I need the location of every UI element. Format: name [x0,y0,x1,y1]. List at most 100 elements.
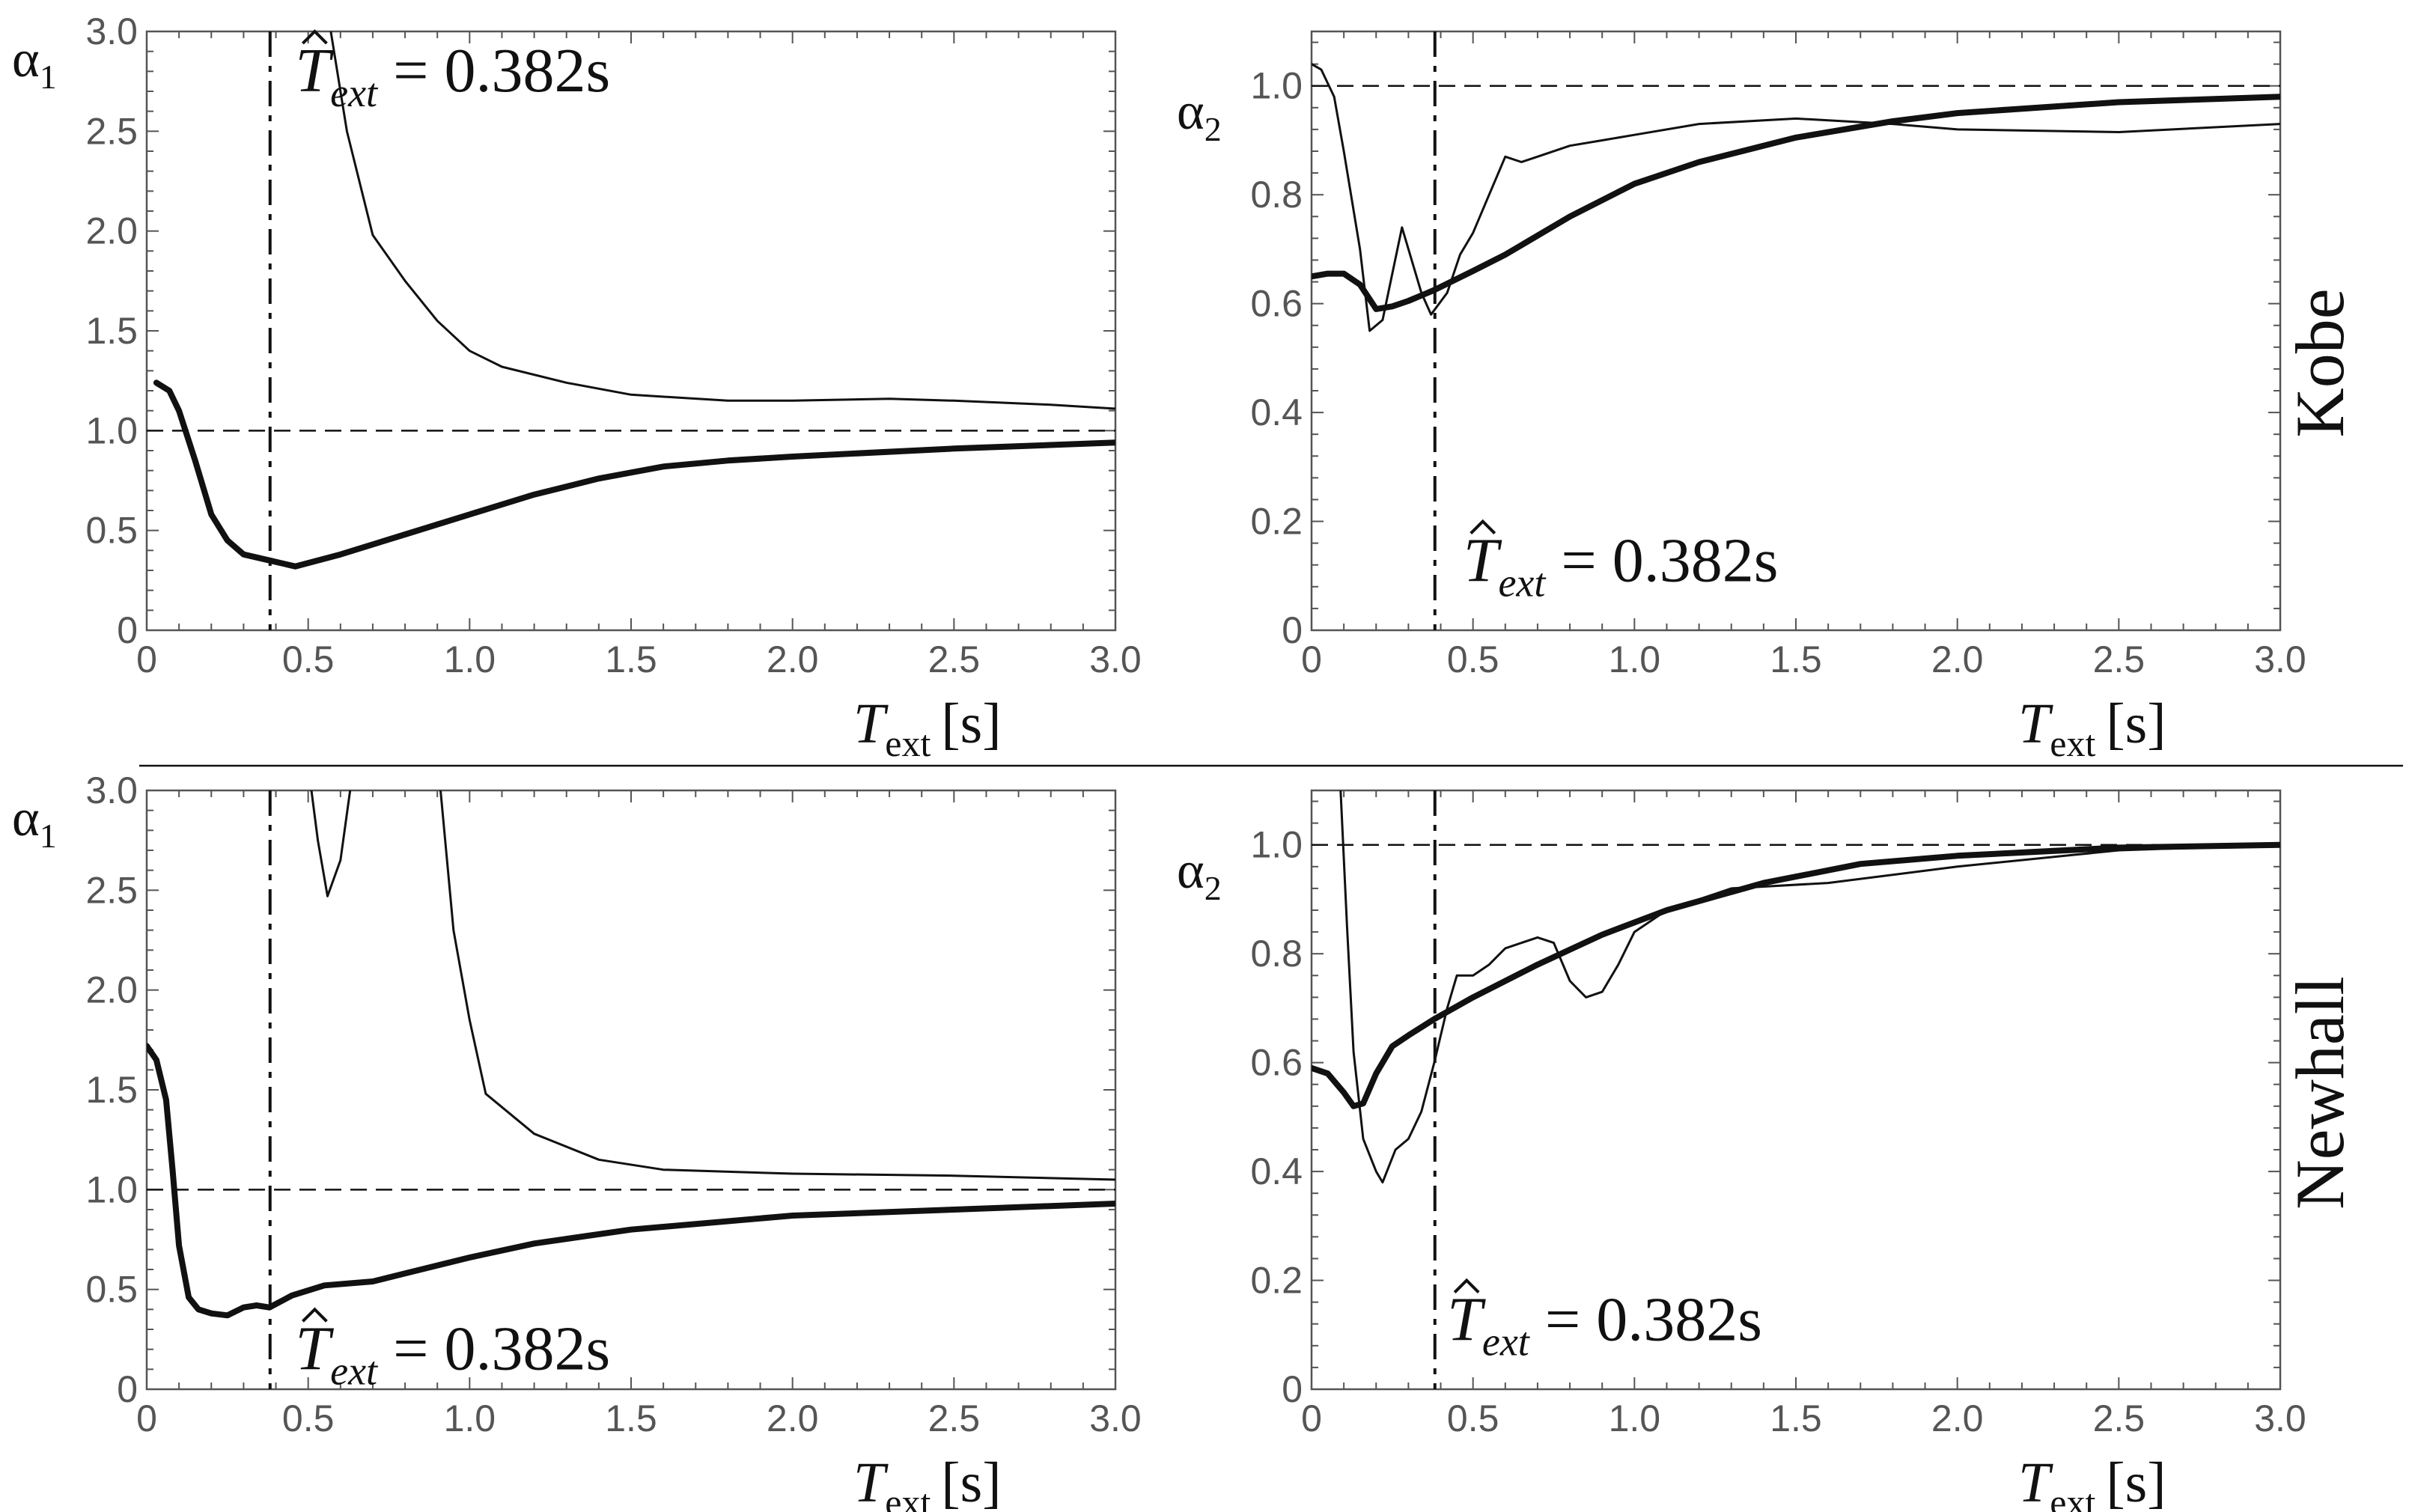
series-thin-right [439,790,1115,1181]
y-tick-label: 0.8 [1250,933,1303,975]
plot-area [147,31,1115,630]
annotation-hat [301,1307,328,1323]
x-tick-label: 2.0 [767,638,819,680]
x-tick-label: 2.5 [2093,1397,2145,1439]
x-tick-label: 2.0 [767,1397,819,1439]
plot-area [1312,31,2280,630]
panel-kobe-alpha2: 0 0.5 1.0 1.5 2.0 2.5 3.0 0 0.2 0.4 0.6 0.8 1.0 α2 Tex… [1177,30,2306,764]
y-axis-label: α2 [1177,842,1222,907]
y-axis-symbol: α [1177,842,1205,900]
y-tick-label: 0 [1282,1368,1303,1410]
y-tick-label: 0.8 [1250,174,1303,216]
x-tick-label: 3.0 [1089,638,1142,680]
panel-newhall-alpha2: 0 0.5 1.0 1.5 2.0 2.5 3.0 0 0.2 0.4 0.6 0.8 1.0 α2 Tex… [1177,789,2306,1512]
plot-area [1312,790,2280,1389]
row-label-kobe: Kobe [2282,288,2358,437]
y-axis-label: α1 [12,790,57,855]
x-tick-label: 3.0 [2254,638,2306,680]
annotation-symbol: T [295,36,334,106]
x-axis-unit: [s] [941,1451,1001,1512]
x-axis-symbol: T [853,692,889,755]
x-tick-label: 0.5 [1447,638,1499,680]
y-tick-label: 1.5 [85,1069,138,1111]
annotation-symbol: T [1464,526,1502,596]
x-tick-label: 0 [1301,1397,1322,1439]
x-axis-subscript: ext [2050,1481,2095,1512]
annotation-value: = 0.382s [1545,526,1778,596]
panel-kobe-alpha1: 0 0.5 1.0 1.5 2.0 2.5 3.0 0 0.5 1.0 1.5 2.0 2.5 3.0 α1… [12,10,1142,764]
y-tick-label: 0.2 [1250,1260,1303,1302]
annotation-subscript: ext [330,1348,379,1393]
x-tick-label: 0.5 [282,638,335,680]
x-axis-label: Text [s] [2018,1451,2166,1512]
y-tick-label: 1.0 [1250,824,1303,866]
x-tick-label: 2.5 [2093,638,2145,680]
annotation-hat [1470,519,1496,534]
annotation-value: = 0.382s [1529,1285,1762,1355]
x-tick-label: 1.0 [1609,638,1661,680]
x-tick-label: 2.5 [928,1397,981,1439]
plot-frame [145,30,1117,632]
plot-frame [1310,30,2282,632]
y-tick-label: 1.0 [1250,65,1303,107]
x-tick-label: 0.5 [282,1397,335,1439]
x-axis-subscript: ext [885,1481,931,1512]
row-label-newhall: Newhall [2282,976,2358,1210]
x-axis-label: Text [s] [853,692,1002,764]
y-axis-subscript: 1 [40,817,57,855]
y-axis-subscript: 1 [40,58,57,96]
x-tick-label: 1.0 [1609,1397,1661,1439]
y-tick-label: 0.4 [1250,391,1303,433]
x-tick-label: 1.5 [605,1397,657,1439]
x-tick-label: 1.5 [1770,638,1822,680]
x-axis-unit: [s] [941,692,1001,755]
x-tick-label: 3.0 [2254,1397,2306,1439]
y-tick-label: 0.4 [1250,1150,1303,1192]
x-tick-label: 2.0 [1931,1397,1984,1439]
annotation-symbol: T [1447,1285,1486,1355]
x-axis-unit: [s] [2106,692,2166,755]
y-axis-label: α1 [12,31,57,96]
plot-area [147,790,1115,1389]
series-thin [329,31,1115,410]
y-tick-label: 2.0 [85,969,138,1011]
x-tick-label: 0 [136,1397,157,1439]
y-tick-label: 0 [117,1368,138,1410]
x-tick-label: 3.0 [1089,1397,1142,1439]
x-tick-label: 2.5 [928,638,981,680]
y-axis-subscript: 2 [1205,110,1222,148]
x-axis-subscript: ext [885,722,931,764]
annotation-label: Text = 0.382s [1464,526,1779,606]
series-thick [1312,841,2280,1109]
annotation-value: = 0.382s [377,1314,610,1383]
y-tick-label: 0.5 [85,510,138,552]
plot-frame [145,789,1117,1391]
x-tick-label: 1.5 [605,638,657,680]
annotation-subscript: ext [1482,1320,1531,1365]
x-axis-label: Text [s] [2018,692,2166,764]
annotation-hat [1453,1278,1480,1293]
x-tick-label: 0 [136,638,157,680]
annotation-subscript: ext [330,70,379,115]
x-axis-symbol: T [853,1451,889,1512]
y-axis-symbol: α [12,31,40,88]
y-tick-label: 2.5 [85,869,138,911]
x-tick-label: 0.5 [1447,1397,1499,1439]
x-axis-unit: [s] [2106,1451,2166,1512]
y-axis-label: α2 [1177,83,1222,148]
series-thin [1312,63,2280,332]
y-tick-label: 2.5 [85,110,138,152]
panels: 0 0.5 1.0 1.5 2.0 2.5 3.000.51.01.52.02.53.0α1… [12,10,2306,1512]
annotation-symbol: T [295,1314,334,1383]
annotation-subscript: ext [1498,561,1547,606]
y-tick-label: 0 [117,609,138,651]
x-tick-label: 0 [1301,638,1322,680]
y-tick-label: 0.6 [1250,1042,1303,1084]
y-tick-label: 1.5 [85,310,138,352]
annotation-label: Text = 0.382s [295,36,610,115]
y-tick-label: 2.0 [85,210,138,252]
y-tick-label: 3.0 [85,10,138,52]
y-tick-label: 1.0 [85,409,138,451]
x-axis-symbol: T [2018,692,2053,755]
